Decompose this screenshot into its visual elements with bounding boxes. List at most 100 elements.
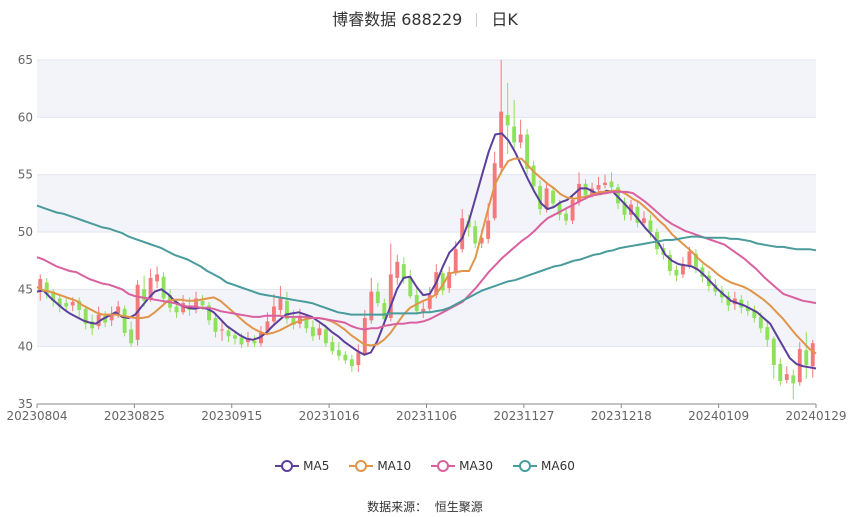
candle-body: [96, 314, 101, 327]
ma30-line: [36, 190, 817, 331]
candle-body: [551, 190, 556, 204]
candle-body: [479, 237, 484, 244]
legend-swatch-icon: [349, 460, 374, 472]
chart-header: 博睿数据 688229 日K: [0, 6, 850, 30]
candle: [343, 351, 348, 364]
candle-body: [284, 300, 289, 320]
candle-body: [427, 295, 432, 309]
legend-swatch-icon: [431, 460, 456, 472]
candle: [778, 358, 783, 386]
candle-body: [382, 303, 387, 320]
candle: [129, 321, 134, 347]
candle-body: [388, 274, 393, 318]
candle: [460, 209, 465, 253]
y-tick-label: 65: [18, 53, 33, 67]
candle-body: [116, 306, 121, 314]
candle-body: [38, 279, 43, 292]
x-tick-label: 20240109: [688, 409, 749, 423]
candle: [349, 354, 354, 372]
legend-item-ma60[interactable]: MA60: [513, 459, 575, 473]
candle-body: [460, 218, 465, 250]
candle: [596, 176, 601, 194]
candle: [336, 342, 341, 361]
candle-body: [635, 206, 640, 223]
candle-body: [544, 188, 549, 210]
y-tick-label: 45: [18, 282, 33, 296]
candle: [674, 265, 679, 282]
candle-body: [771, 338, 776, 366]
candle-body: [622, 202, 627, 215]
candle: [90, 314, 95, 336]
candle-body: [499, 111, 504, 168]
candle-body: [758, 316, 763, 329]
candle-body: [492, 163, 497, 219]
candle-body: [239, 337, 244, 345]
candle-body: [246, 339, 250, 343]
candle-body: [609, 181, 614, 188]
candle-body: [486, 220, 491, 239]
y-tick-label: 50: [18, 225, 33, 239]
legend-item-ma30[interactable]: MA30: [431, 459, 493, 473]
candle: [278, 285, 283, 315]
candle: [765, 321, 770, 347]
x-tick-label: 20231218: [591, 409, 652, 423]
legend-item-ma5[interactable]: MA5: [275, 459, 329, 473]
background-band: [37, 60, 816, 118]
candle-body: [577, 183, 582, 203]
candle: [680, 257, 685, 278]
x-axis: 20230804 20230825 20230915 20231016 20231106…: [6, 403, 847, 423]
candle-body: [129, 329, 134, 344]
candle: [427, 287, 432, 313]
candle-body: [90, 321, 95, 329]
candle-body: [51, 291, 56, 301]
candle: [330, 336, 335, 355]
candle: [784, 366, 789, 384]
candle-body: [401, 264, 406, 280]
legend-label: MA60: [541, 459, 575, 473]
candle: [538, 180, 543, 215]
candle-body: [181, 303, 186, 313]
candle: [220, 321, 224, 341]
candle: [161, 272, 166, 304]
ma-lines: [36, 132, 817, 370]
y-tick-label: 35: [18, 397, 33, 411]
legend-label: MA30: [459, 459, 494, 473]
candle-body: [278, 298, 283, 310]
candle: [252, 335, 257, 347]
candle: [213, 314, 218, 338]
candle-body: [142, 289, 147, 301]
candle-body: [752, 309, 757, 318]
candle-body: [778, 363, 783, 382]
candle-body: [194, 298, 198, 309]
candle-body: [148, 277, 153, 299]
candle-body: [155, 274, 160, 282]
candle-body: [213, 318, 218, 332]
candle: [499, 60, 504, 175]
candle: [421, 300, 426, 318]
candle: [512, 100, 517, 152]
candle: [194, 291, 198, 314]
candle-body: [512, 126, 517, 143]
candle: [122, 305, 127, 337]
candle: [791, 369, 796, 400]
candle-body: [700, 267, 705, 277]
candle-body: [161, 276, 166, 299]
candle-body: [564, 213, 569, 221]
candle-body: [745, 306, 750, 312]
candle: [83, 305, 88, 330]
candle-body: [336, 350, 341, 356]
candle: [531, 160, 536, 192]
candle-body: [265, 321, 270, 332]
x-tick-label: 20231106: [396, 409, 457, 423]
candle: [271, 293, 276, 325]
candle-body: [421, 308, 426, 313]
candle-body: [557, 203, 562, 215]
candle-body: [583, 183, 588, 196]
legend: MA5 MA10 MA30 MA60: [0, 459, 850, 473]
candle-body: [570, 199, 575, 221]
legend-item-ma10[interactable]: MA10: [349, 459, 411, 473]
candle-body: [310, 327, 315, 337]
candle-body: [291, 318, 296, 325]
candle: [284, 291, 289, 324]
background-band: [37, 174, 816, 232]
